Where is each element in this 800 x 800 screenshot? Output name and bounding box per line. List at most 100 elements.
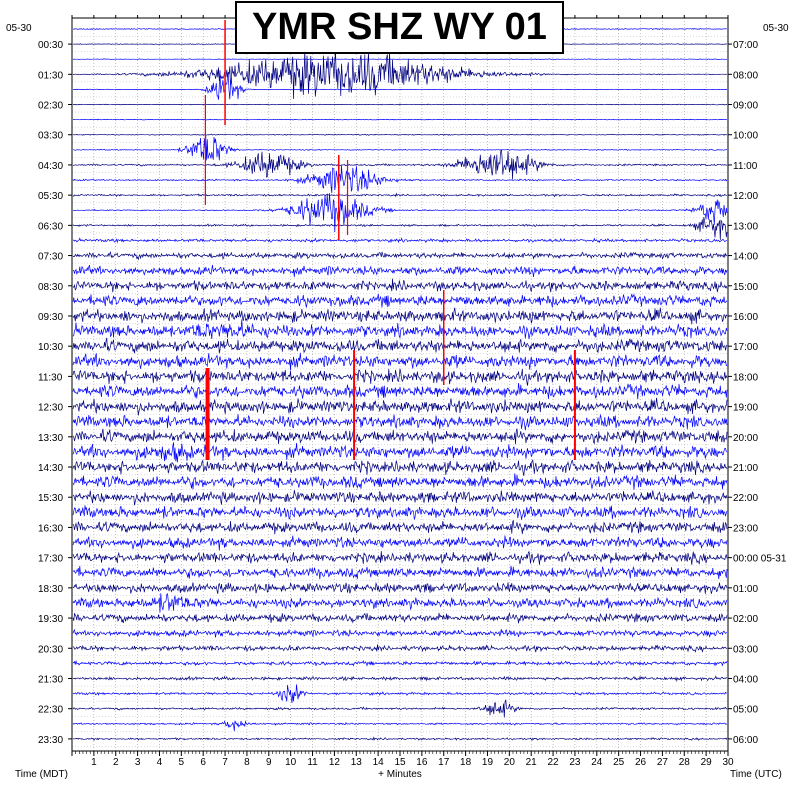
right-time-label: 13:00 [733, 221, 758, 232]
seismic-trace [73, 135, 727, 161]
right-time-label: 12:00 [733, 191, 758, 202]
right-time-labels: 07:00 08:00 09:00 10:00 11:00 12:00 13:00 14:00… [728, 40, 787, 746]
right-time-label: 10:00 [733, 131, 758, 142]
right-axis-label: Time (UTC) [730, 769, 782, 780]
right-time-label: 17:00 [733, 342, 758, 353]
x-tick-label: 3 [135, 757, 141, 768]
grid-lines [72, 18, 728, 751]
seismic-trace [72, 675, 728, 682]
seismic-trace [72, 520, 728, 535]
seismic-trace [72, 307, 728, 325]
x-tick-label: 9 [266, 757, 272, 768]
right-time-label: 14:00 [733, 252, 758, 263]
seismic-trace [72, 397, 728, 416]
right-time-label: 11:00 [733, 161, 758, 172]
x-tick-label: 29 [701, 757, 713, 768]
right-time-label: 04:00 [733, 674, 758, 685]
seismic-trace [72, 251, 728, 261]
x-tick-label: 8 [244, 757, 250, 768]
seismic-trace [72, 293, 728, 308]
right-time-label: 06:00 [733, 735, 758, 746]
x-tick-label: 11 [307, 757, 318, 768]
x-tick-label: 10 [285, 757, 297, 768]
x-tick-label: 2 [113, 757, 119, 768]
title-box: YMR SHZ WY 01 [235, 1, 564, 54]
seismic-trace [72, 70, 728, 100]
left-time-label: 11:30 [38, 372, 63, 383]
seismic-trace [72, 565, 728, 580]
right-date-label: 05-30 [763, 23, 789, 34]
seismic-trace [72, 459, 728, 476]
left-time-label: 19:30 [38, 614, 63, 625]
seismic-trace [72, 720, 728, 732]
x-tick-label: 15 [394, 757, 406, 768]
left-time-label: 16:30 [38, 523, 63, 534]
left-time-label: 14:30 [38, 463, 63, 474]
seismic-trace [72, 684, 728, 704]
seismic-trace [72, 48, 728, 100]
seismic-trace [73, 264, 728, 278]
seismic-trace [72, 337, 728, 354]
left-time-label: 13:30 [38, 433, 63, 444]
left-time-label: 08:30 [38, 282, 63, 293]
x-axis-ticks: 1 2 3 4 5 6 7 8 9 10 11 12 13 14 15 16 17 18 19 20 21 22 23 24 2… [71, 15, 734, 768]
seismic-trace [72, 413, 728, 431]
right-time-label: 18:00 [733, 372, 758, 383]
left-time-label: 22:30 [38, 705, 63, 716]
seismic-trace [72, 550, 728, 565]
seismic-trace [72, 319, 728, 340]
left-axis-label: Time (MDT) [15, 769, 68, 780]
right-time-label: 09:00 [733, 101, 758, 112]
seismic-trace [72, 278, 728, 293]
right-time-label: 23:00 [733, 523, 758, 534]
right-time-label: 08:00 [733, 70, 758, 81]
left-time-label: 07:30 [38, 252, 63, 263]
x-tick-label: 4 [157, 757, 163, 768]
seismic-trace [72, 473, 728, 490]
x-tick-label: 26 [635, 757, 647, 768]
left-time-label: 10:30 [38, 342, 63, 353]
seismic-trace [72, 581, 728, 594]
x-tick-label: 22 [548, 757, 560, 768]
left-time-label: 12:30 [38, 403, 63, 414]
seismic-trace [72, 149, 728, 180]
x-tick-label: 7 [222, 757, 228, 768]
right-time-label: 00:00 05-31 [733, 554, 787, 565]
left-date-label: 05-30 [6, 23, 32, 34]
seismic-trace [72, 644, 728, 653]
left-time-labels: 00:30 01:30 02:30 03:30 04:30 05:30 06:30 07:30… [38, 40, 72, 746]
seismic-trace [72, 593, 728, 613]
x-tick-label: 21 [526, 757, 538, 768]
seismic-trace [72, 736, 728, 741]
seismic-trace [72, 368, 728, 386]
left-time-label: 05:30 [38, 191, 63, 202]
seismic-trace [72, 58, 728, 61]
left-time-label: 06:30 [38, 221, 63, 232]
left-time-label: 17:30 [38, 554, 63, 565]
seismic-trace [72, 535, 728, 551]
seismic-trace [72, 505, 728, 520]
right-time-label: 03:00 [733, 644, 758, 655]
right-time-label: 02:00 [733, 614, 758, 625]
right-time-label: 15:00 [733, 282, 758, 293]
left-time-label: 02:30 [38, 101, 63, 112]
seismic-trace [73, 237, 728, 244]
seismic-traces [72, 27, 728, 741]
seismic-trace [72, 165, 728, 194]
seismic-trace [72, 442, 728, 463]
x-tick-label: 28 [679, 757, 691, 768]
x-tick-label: 18 [460, 757, 472, 768]
seismic-trace [72, 217, 728, 241]
x-axis-label: + Minutes [378, 769, 422, 780]
seismic-trace [72, 659, 728, 667]
x-tick-label: 27 [657, 757, 669, 768]
seismic-trace [72, 118, 728, 121]
x-tick-label: 19 [482, 757, 494, 768]
left-time-label: 18:30 [38, 584, 63, 595]
x-tick-label: 17 [438, 757, 450, 768]
x-tick-label: 1 [91, 757, 97, 768]
right-time-label: 05:00 [733, 705, 758, 716]
left-time-label: 00:30 [38, 40, 63, 51]
left-time-label: 15:30 [38, 493, 63, 504]
